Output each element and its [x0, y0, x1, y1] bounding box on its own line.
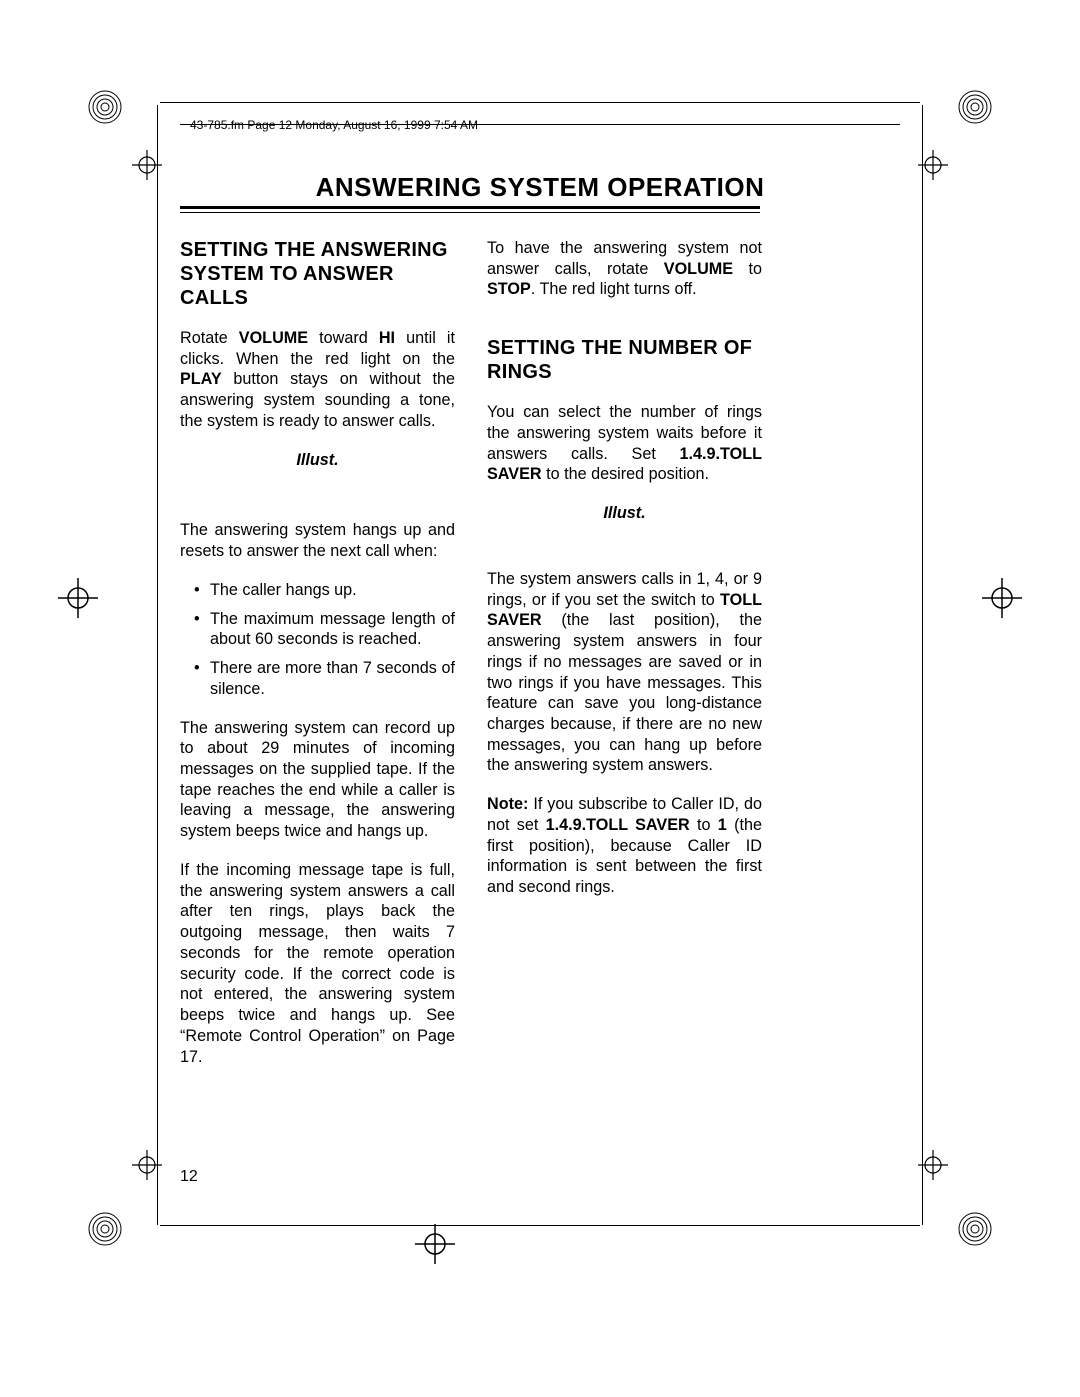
frame-line-left: [157, 105, 158, 1225]
frame-line-bottom: [160, 1225, 920, 1226]
bullet-3: There are more than 7 seconds of silence…: [198, 658, 455, 699]
bold-volume: VOLUME: [664, 260, 733, 278]
left-para-2: The answering system hangs up and resets…: [180, 520, 455, 561]
crop-mark-icon: [950, 82, 1000, 132]
bold-one: 1: [718, 816, 727, 834]
spacer: [487, 318, 762, 336]
right-column: To have the answering system not answer …: [487, 238, 762, 1085]
right-para-3: The system answers calls in 1, 4, or 9 r…: [487, 569, 762, 776]
register-mark-icon: [982, 578, 1022, 618]
page-number: 12: [180, 1168, 198, 1186]
bold-toll-saver: 1.4.9.TOLL SAVER: [546, 816, 690, 834]
frame-line-top: [160, 102, 920, 103]
register-mark-icon: [132, 1150, 162, 1180]
text: button stays on without the answering sy…: [180, 370, 455, 429]
title-underline-thin: [180, 212, 760, 213]
register-mark-icon: [918, 150, 948, 180]
bullet-list: The caller hangs up. The maximum message…: [180, 580, 455, 700]
register-mark-icon: [415, 1224, 455, 1264]
bullet-2: The maximum message length of about 60 s…: [198, 609, 455, 650]
left-para-1: Rotate VOLUME toward HI until it clicks.…: [180, 328, 455, 432]
left-column: SETTING THE ANSWERING SYSTEM TO ANSWER C…: [180, 238, 455, 1085]
header-text: 43-785.fm Page 12 Monday, August 16, 199…: [190, 118, 478, 132]
content-columns: SETTING THE ANSWERING SYSTEM TO ANSWER C…: [180, 238, 762, 1085]
text: to the desired position.: [542, 465, 709, 483]
bold-stop: STOP: [487, 280, 531, 298]
left-para-4: If the incoming message tape is full, th…: [180, 860, 455, 1067]
text: to: [690, 816, 718, 834]
title-underline-thick: [180, 206, 760, 209]
text: Rotate: [180, 329, 239, 347]
left-para-3: The answering system can record up to ab…: [180, 718, 455, 842]
register-mark-icon: [132, 150, 162, 180]
text: (the last position), the answering syste…: [487, 611, 762, 774]
text: to: [733, 260, 762, 278]
bullet-1: The caller hangs up.: [198, 580, 455, 601]
bold-hi: HI: [379, 329, 395, 347]
frame-line-right: [922, 105, 923, 1225]
register-mark-icon: [58, 578, 98, 618]
crop-mark-icon: [950, 1204, 1000, 1254]
section-title-rings: SETTING THE NUMBER OF RINGS: [487, 336, 762, 384]
crop-mark-icon: [80, 1204, 130, 1254]
register-mark-icon: [918, 1150, 948, 1180]
page: 43-785.fm Page 12 Monday, August 16, 199…: [0, 0, 1080, 1397]
illust-placeholder-right: Illust.: [487, 503, 762, 524]
right-para-1: To have the answering system not answer …: [487, 238, 762, 300]
text: . The red light turns off.: [531, 280, 697, 298]
right-para-2: You can select the number of rings the a…: [487, 402, 762, 485]
bold-play: PLAY: [180, 370, 222, 388]
crop-mark-icon: [80, 82, 130, 132]
bold-volume: VOLUME: [239, 329, 308, 347]
text: toward: [308, 329, 379, 347]
right-para-4: Note: If you subscribe to Caller ID, do …: [487, 794, 762, 898]
section-title-answer-calls: SETTING THE ANSWERING SYSTEM TO ANSWER C…: [180, 238, 455, 310]
illust-placeholder-left: Illust.: [180, 450, 455, 471]
bold-note: Note:: [487, 795, 528, 813]
